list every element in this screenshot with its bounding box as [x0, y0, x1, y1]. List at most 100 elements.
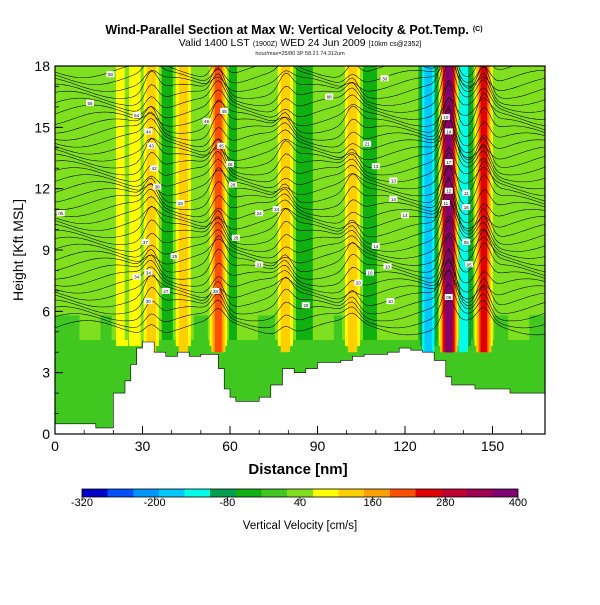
theta-contour-label-text: 10 [367, 270, 373, 275]
theta-contour-label-text: 30 [146, 299, 152, 304]
theta-contour-label: 58 [106, 71, 115, 78]
x-tick-label: 120 [393, 438, 417, 454]
theta-contour-label-text: 37 [143, 240, 149, 245]
theta-contour-label: 30 [380, 75, 389, 82]
x-axis-label: Distance [nm] [248, 461, 347, 478]
theta-contour-label: 54 [132, 112, 141, 119]
theta-contour-label-text: 55 [87, 101, 93, 106]
theta-contour-label: 11 [441, 199, 450, 206]
theta-contour-label-text: 30 [382, 76, 388, 81]
theta-contour-label-text: 11 [443, 201, 448, 206]
theta-contour-line [55, 187, 545, 245]
colorbar: -320 -200 -80 40 160 280 400 Vertical Velocity… [71, 488, 527, 532]
theta-contour-label-text: 21 [365, 142, 371, 147]
theta-contour-label-text: 42 [152, 166, 158, 171]
theta-contour-line [55, 131, 545, 183]
theta-contour-label-text: 34 [146, 270, 152, 275]
theta-contour-label: 28 [228, 181, 237, 188]
theta-contour-line [55, 200, 545, 252]
theta-contour-label-text: 14 [391, 197, 397, 202]
colorbar-label: Vertical Velocity [cm/s] [243, 520, 357, 532]
theta-contour-label-text: 10 [443, 115, 449, 120]
theta-contour-label-text: 14 [402, 213, 408, 218]
theta-contour-line [55, 147, 545, 190]
y-axis-label: Height [Kft MSL] [10, 199, 26, 301]
copyright-mark: (C) [473, 26, 483, 33]
theta-contour-label-text: 34 [134, 275, 140, 280]
updraft-band [280, 66, 291, 353]
theta-contour-label: 24 [255, 210, 264, 217]
theta-contour-line [55, 66, 515, 78]
theta-contour-label-text: 12 [446, 189, 452, 194]
theta-contour-label-text: 10 [388, 299, 394, 304]
theta-contour-label: 45 [220, 107, 229, 114]
x-tick-label: 0 [51, 438, 59, 454]
theta-contour-line [55, 248, 545, 308]
updraft-band [237, 66, 258, 340]
theta-contour-line [55, 299, 545, 336]
theta-contour-line [55, 176, 545, 238]
updraft-band [480, 66, 487, 353]
colorbar-tick-label: 40 [294, 497, 306, 509]
theta-contour-label: 10 [386, 298, 395, 305]
theta-contour-label: 34 [132, 273, 141, 280]
theta-contour-label-text: 28 [230, 183, 236, 188]
theta-contour-line [55, 232, 545, 266]
theta-contour-label: 55 [86, 99, 94, 106]
theta-contour-line [55, 127, 545, 162]
theta-contour-label: 14 [371, 242, 380, 249]
theta-contour-label: 21 [255, 261, 264, 268]
theta-contour-line [55, 97, 545, 127]
theta-contour-label: 24 [272, 206, 281, 213]
terrain [55, 341, 545, 434]
theta-contours [55, 66, 545, 336]
updraft-band [347, 66, 358, 353]
theta-contour-line [55, 166, 545, 210]
theta-contour-label-text: 25 [172, 254, 178, 259]
theta-contour-line [55, 117, 545, 176]
updraft-band [214, 66, 222, 353]
x-tick-label: 30 [135, 438, 151, 454]
theta-contour-label: 28 [176, 199, 185, 206]
theta-contour-label-text: 20 [303, 303, 309, 308]
theta-contour-label: 14 [389, 195, 398, 202]
theta-contour-label-text: 45 [222, 109, 228, 114]
x-tick-label: 60 [222, 438, 238, 454]
y-tick-label: 6 [42, 303, 50, 319]
theta-contour-label: 25 [170, 253, 179, 260]
theta-contour-line [55, 66, 545, 99]
updraft-band [508, 66, 530, 340]
theta-contour-line [55, 283, 545, 329]
theta-contour-label-text: 13 [373, 164, 379, 169]
theta-contour-label-text: 05 [446, 295, 452, 300]
theta-contour-label-text: 28 [213, 289, 219, 294]
theta-contour-label: 10 [441, 114, 450, 121]
theta-contour-line [55, 257, 545, 315]
updraft-band [312, 66, 334, 340]
theta-contour-line [55, 66, 545, 113]
theta-contour-line [55, 178, 545, 217]
theta-contour-label: 27 [161, 287, 170, 294]
updraft-band [146, 66, 156, 353]
y-tick-label: 0 [42, 426, 50, 442]
chart-subtitle-2: hour/max=25/80 3P 58.21 74.312um [255, 51, 345, 57]
updraft-band [446, 66, 452, 353]
colorbar-tick-label: 400 [509, 497, 527, 509]
theta-contour-line [55, 66, 545, 92]
theta-contour-label: 34 [144, 269, 153, 276]
theta-contour-label-text: 45 [219, 144, 225, 149]
theta-contour-line [55, 105, 545, 169]
colorbar-tick-label: 280 [436, 497, 454, 509]
theta-contour-label: 13 [389, 177, 398, 184]
theta-contour-label: 28 [226, 161, 234, 168]
theta-contour-label: 88 [325, 93, 334, 100]
updraft-band [129, 66, 142, 347]
chart-title: Wind-Parallel Section at Max W: Vertical… [105, 23, 482, 37]
theta-contour-label-text: 28 [178, 201, 184, 206]
theta-contour-label-text: 58 [108, 72, 114, 77]
theta-contour-label-text: 05 [464, 240, 470, 245]
x-axis: 0 30 60 90 120 150 [51, 426, 523, 454]
theta-contour-label: 05 [56, 210, 65, 217]
theta-contour-label: 43 [147, 142, 156, 149]
